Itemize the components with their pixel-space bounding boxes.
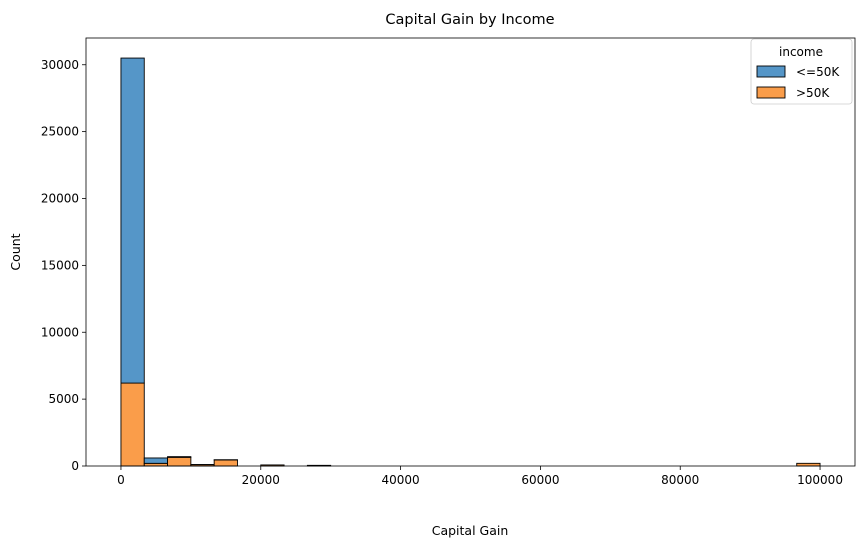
x-tick-label: 40000 [381,473,419,487]
bars-group [120,57,821,467]
bar-gt50k [796,462,821,467]
legend-swatch [756,65,786,78]
bar-le50k [167,456,192,458]
x-tick-label: 20000 [242,473,280,487]
bar-le50k [143,457,169,464]
axes-frame [85,37,856,467]
y-tick-label: 30000 [41,58,79,72]
bar-le50k [120,57,145,384]
x-axis: 0 20000 40000 60000 80000 100000 [117,466,843,487]
bar-gt50k [213,459,238,467]
legend-swatch [756,86,786,99]
legend-title: income [779,45,823,59]
legend: income <=50K >50K [750,38,853,105]
legend-label: >50K [796,86,830,100]
y-tick-label: 5000 [48,392,79,406]
y-tick-label: 20000 [41,192,79,206]
y-tick-label: 15000 [41,258,79,272]
x-tick-label: 60000 [521,473,559,487]
x-tick-label: 0 [117,473,125,487]
y-axis: 0 5000 10000 15000 20000 25000 30000 [41,58,86,473]
x-tick-label: 80000 [661,473,699,487]
y-axis-label: Count [8,233,23,270]
y-tick-label: 10000 [41,325,79,339]
x-tick-label: 100000 [797,473,843,487]
legend-label: <=50K [796,65,840,79]
bar-gt50k [120,382,145,467]
bar-gt50k [167,456,192,467]
x-axis-label: Capital Gain [432,523,509,538]
y-tick-label: 25000 [41,125,79,139]
y-tick-label: 0 [71,459,79,473]
chart-title: Capital Gain by Income [385,12,554,28]
